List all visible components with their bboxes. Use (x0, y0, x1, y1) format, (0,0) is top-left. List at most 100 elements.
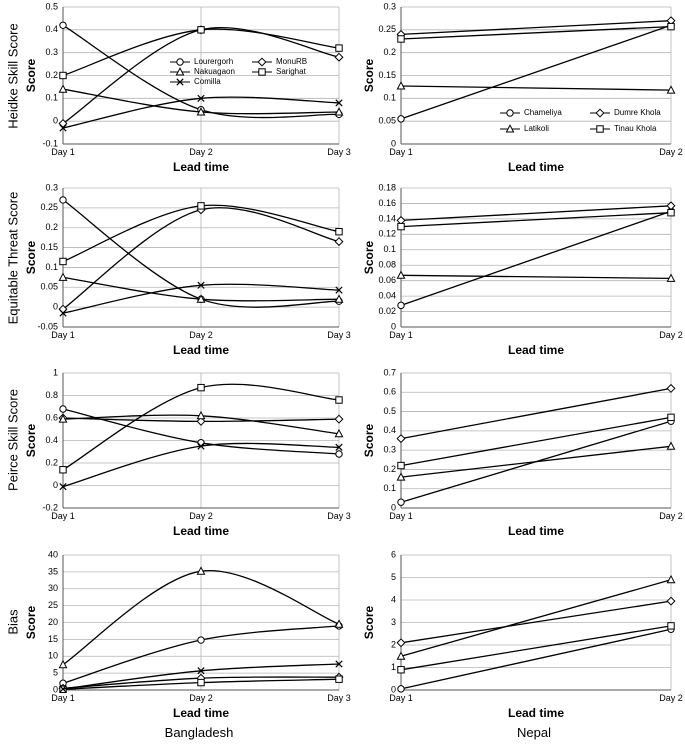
y-tick-label: 0.2 (45, 70, 58, 80)
data-point-sarighat-2 (335, 675, 343, 683)
data-point-nakuagaon-2 (334, 619, 344, 628)
series-line-tinau-khola (400, 212, 672, 228)
y-tick-label: 30 (48, 583, 58, 593)
series-dumre-khola (396, 383, 676, 444)
chart-np-ets: 0 0.02 0.04 0.06 0.08 0.1 0.12 0.14 0.16 0.18 Day … (362, 182, 683, 357)
series-line-tinau-khola (400, 25, 672, 40)
y-tick-label: 3 (391, 617, 396, 627)
series-chameliya (397, 207, 675, 310)
series-latikoli (396, 270, 676, 282)
data-point-monurb-1 (196, 416, 206, 426)
x-tick-label: Day 1 (51, 511, 75, 521)
x-axis-label: Lead time (173, 706, 229, 720)
series-line-dumre-khola (400, 600, 672, 644)
chart-bd-bias: 0 5 10 15 20 25 30 35 40 Day 1 Day 2 Day 3 Lead time… (24, 549, 351, 720)
row-label-heidke-skill-score: Heidke Skill Score (5, 23, 20, 129)
column-label-bangladesh: Bangladesh (165, 725, 234, 740)
data-point-latikoli-0 (396, 270, 406, 279)
data-point-comilla-1-stroke-b (197, 667, 205, 675)
row-label-peirce-skill-score: Peirce Skill Score (5, 389, 20, 491)
data-point-sarighat-1 (197, 383, 205, 392)
y-tick-label: 10 (48, 651, 58, 661)
series-line-latikoli (400, 274, 672, 280)
y-tick-label: 0.05 (378, 116, 396, 126)
data-point-sarighat-0 (59, 71, 67, 80)
y-tick-label: 0.1 (45, 93, 58, 103)
y-tick-label: 0 (391, 138, 396, 148)
data-point-nakuagaon-0 (58, 272, 68, 281)
data-point-lourergorh-0 (59, 405, 67, 413)
data-point-nakuagaon-1 (196, 566, 206, 575)
series-tinau-khola (397, 413, 675, 470)
column-labels: Bangladesh Nepal (165, 725, 551, 740)
y-tick-label: 0.6 (45, 412, 58, 422)
x-tick-label: Day 3 (327, 511, 351, 521)
x-axis-label: Lead time (173, 524, 229, 538)
y-tick-label: 2 (391, 639, 396, 649)
series-line-chameliya (400, 24, 672, 120)
legend-marker-sarighat (258, 68, 266, 76)
legend-label-nakuagaon: Nakuagaon (194, 67, 235, 76)
y-axis-label: Score (24, 241, 38, 275)
x-tick-label: Day 1 (389, 693, 413, 703)
data-point-comilla-1-stroke-b (197, 442, 205, 450)
data-point-tinau-khola-1 (667, 209, 675, 217)
data-point-lourergorh-2 (335, 450, 343, 458)
legend-marker-latikoli (505, 124, 515, 133)
data-point-dumre-khola-0 (396, 434, 406, 444)
legend-marker-dumre-khola (595, 108, 605, 118)
legend-label-dumre-khola: Dumre Khola (614, 108, 661, 117)
y-tick-label: 0.06 (378, 275, 396, 285)
data-point-nakuagaon-1 (196, 294, 206, 303)
data-point-sarighat-2 (335, 44, 343, 52)
series-line-tinau-khola (400, 625, 672, 671)
data-point-sarighat-2 (335, 227, 343, 236)
data-point-lourergorh-1 (197, 636, 205, 644)
series-line-latikoli (400, 579, 672, 657)
series-sarighat (59, 383, 343, 474)
data-point-nakuagaon-1 (196, 107, 206, 116)
x-tick-label: Day 2 (659, 330, 683, 340)
data-point-comilla-2 (335, 99, 343, 107)
x-tick-label: Day 2 (659, 147, 683, 157)
y-tick-label: 40 (48, 549, 58, 559)
data-point-comilla-1-stroke-b (197, 281, 205, 289)
data-point-tinau-khola-0 (397, 461, 405, 470)
series-tinau-khola (397, 622, 675, 674)
chart-bd-hss: -0.1 0 0.1 0.2 0.3 0.4 0.5 Day 1 Day 2 Day 3 Lead … (24, 1, 351, 174)
y-tick-label: -0.05 (37, 321, 58, 331)
data-point-tinau-khola-0 (397, 666, 405, 674)
y-tick-label: 0.2 (383, 464, 396, 474)
row-label-equitable-threat-score: Equitable Threat Score (5, 192, 20, 325)
series-comilla (59, 281, 343, 317)
y-tick-label: 25 (48, 600, 58, 610)
x-tick-label: Day 1 (51, 693, 75, 703)
data-point-lourergorh-0 (59, 21, 67, 29)
y-tick-label: -0.1 (42, 138, 58, 148)
y-tick-label: 0.08 (378, 260, 396, 270)
data-point-comilla-2 (335, 286, 343, 294)
y-tick-label: 0.4 (45, 24, 58, 34)
chart-np-bias: 0 1 2 3 4 5 6 Day 1 Day 2 Lead time Score (362, 549, 683, 720)
data-point-comilla-1 (197, 94, 205, 102)
series-line-latikoli (400, 445, 672, 478)
data-point-lourergorh-1 (197, 439, 205, 447)
legend-marker-chameliya (506, 109, 514, 117)
y-axis-label: Score (362, 241, 376, 275)
data-point-comilla-1 (197, 442, 205, 450)
y-tick-label: -0.2 (42, 502, 58, 512)
data-point-tinau-khola-0 (397, 35, 405, 43)
series-dumre-khola (396, 201, 676, 225)
legend-marker-nakuagaon (175, 67, 185, 76)
data-point-sarighat-2 (335, 396, 343, 404)
data-point-latikoli-1 (666, 85, 676, 94)
legend-label-latikoli: Latikoli (524, 124, 549, 133)
data-point-comilla-0 (59, 124, 67, 132)
x-tick-label: Day 2 (189, 330, 213, 340)
series-line-dumre-khola (400, 20, 672, 36)
y-tick-label: 0.3 (45, 47, 58, 57)
data-point-chameliya-0 (397, 115, 405, 123)
y-tick-label: 0 (391, 321, 396, 331)
data-point-dumre-khola-0 (396, 638, 406, 648)
series-line-latikoli (400, 85, 672, 91)
